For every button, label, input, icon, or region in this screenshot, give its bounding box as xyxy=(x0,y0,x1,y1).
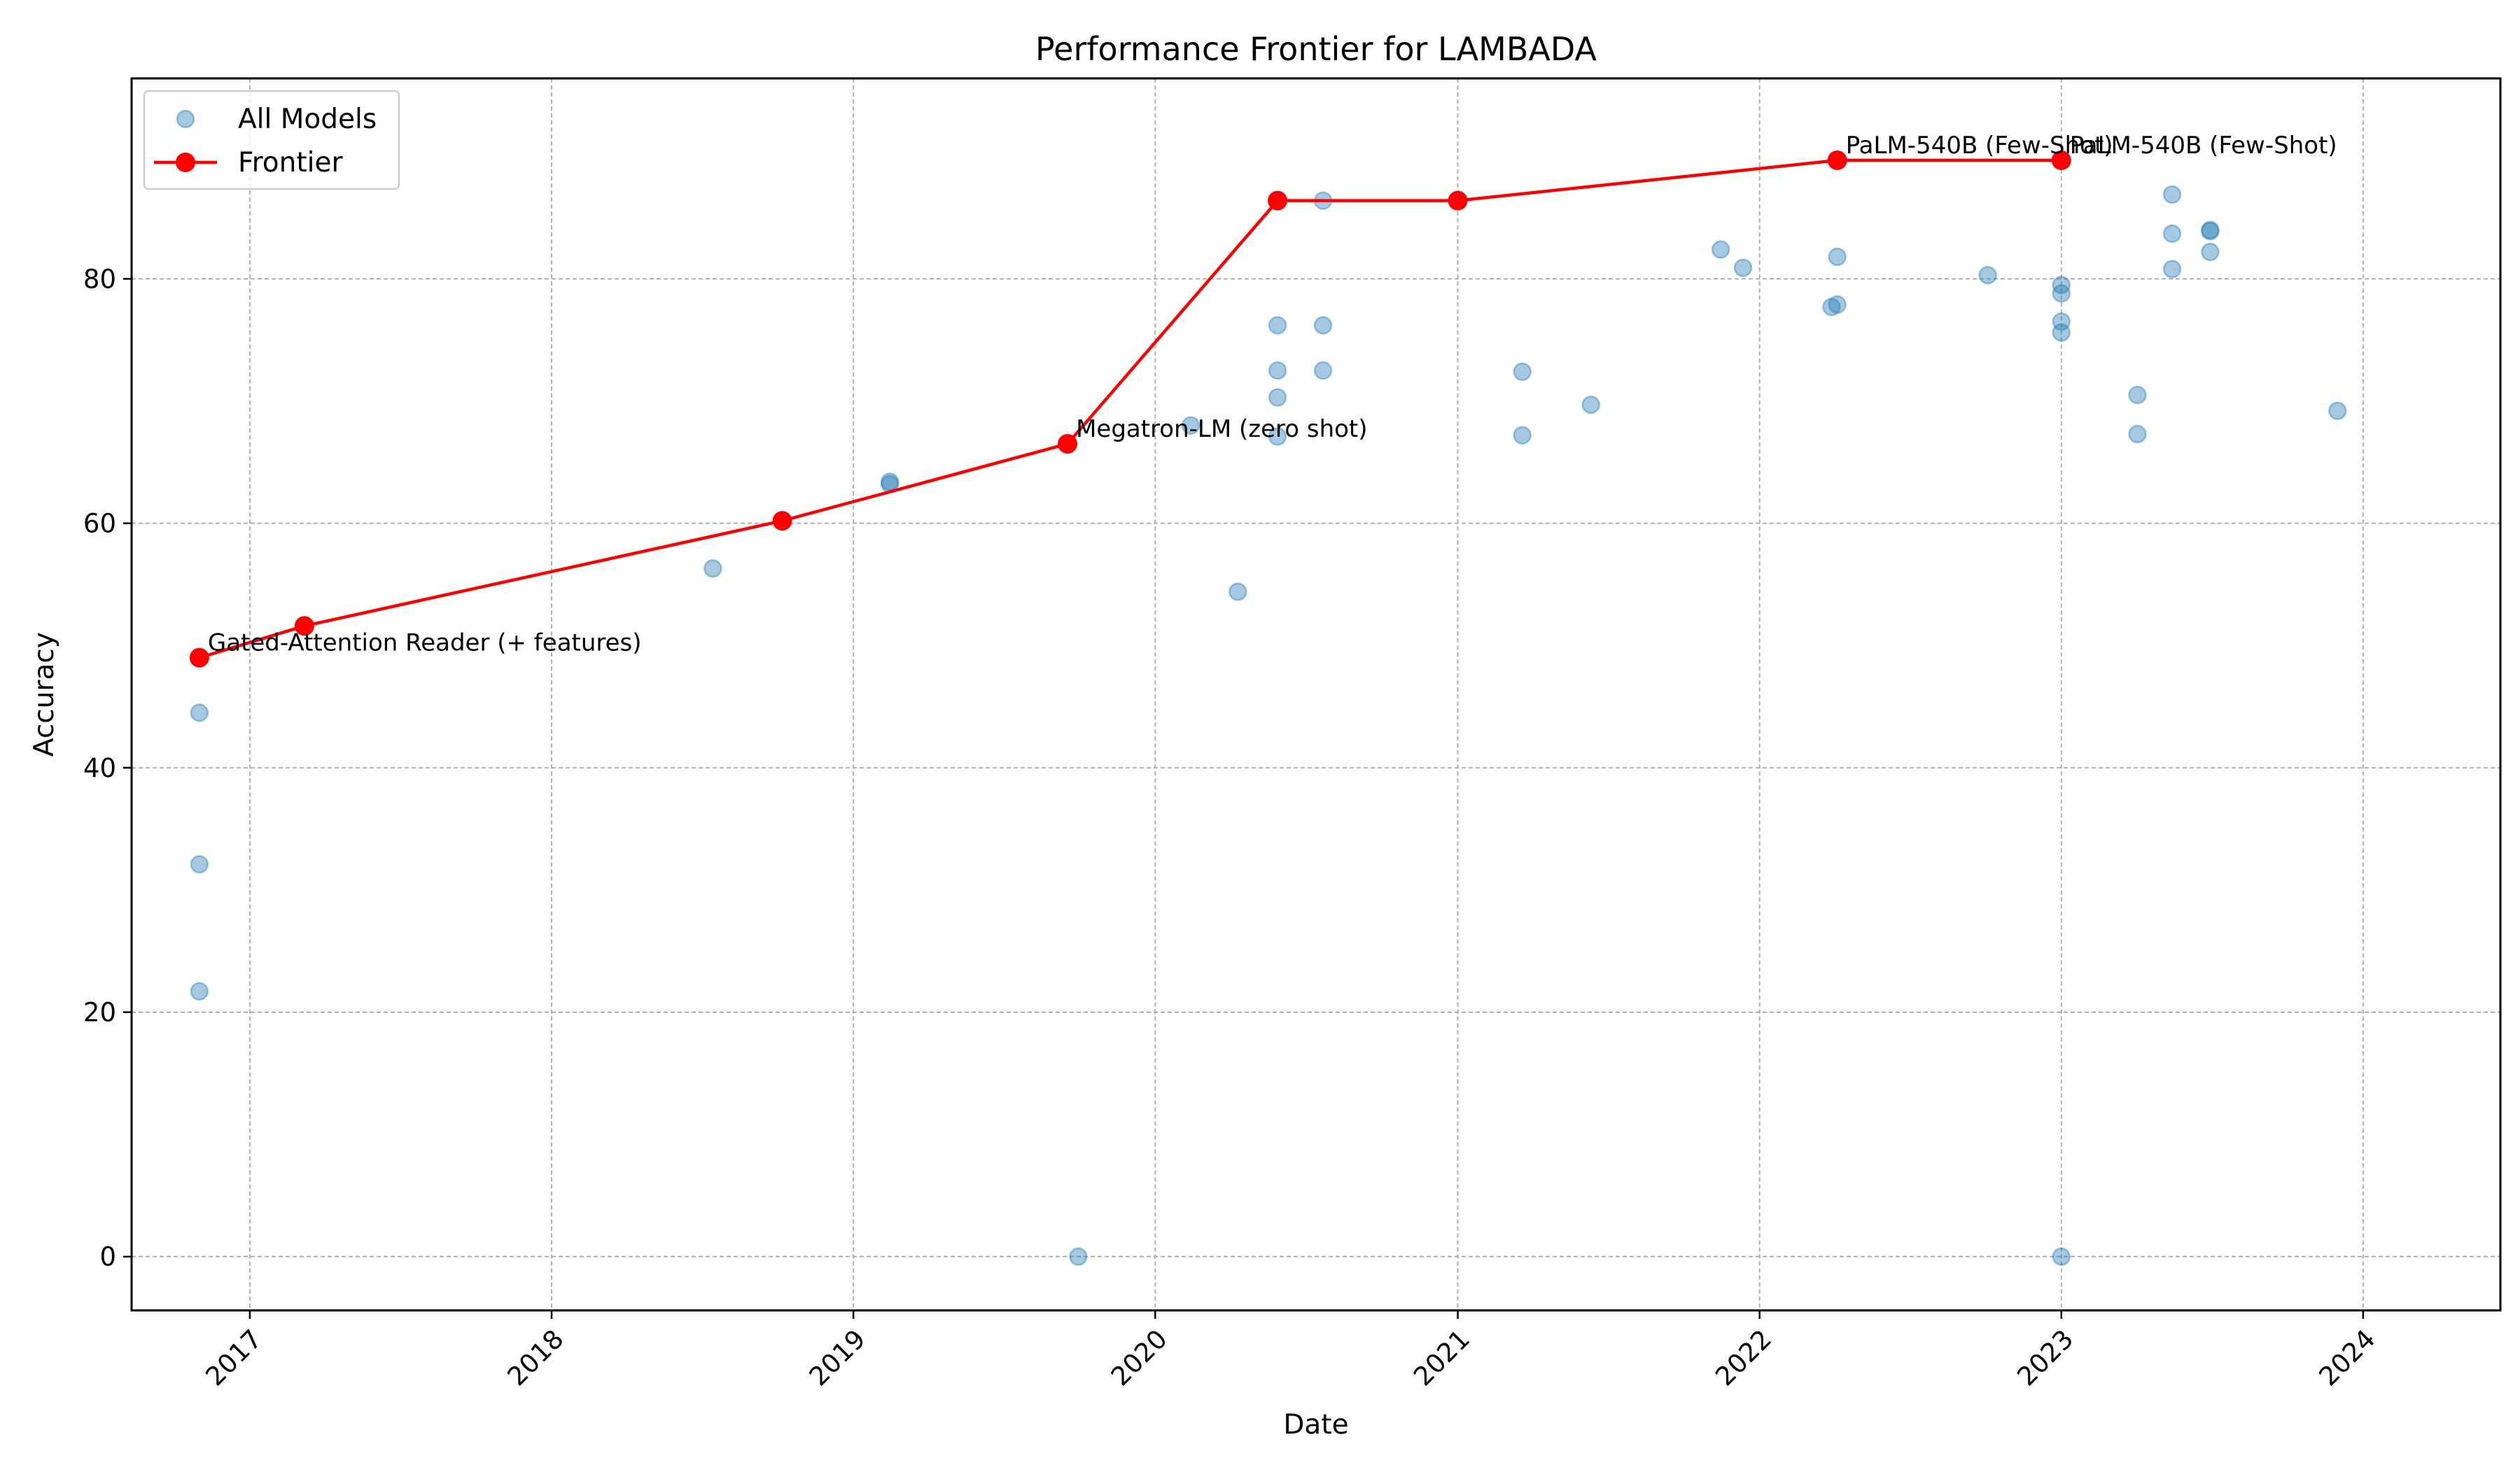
x-axis-label: Date xyxy=(1283,1409,1348,1441)
y-tick-label: 60 xyxy=(83,509,116,539)
frontier-point xyxy=(2051,150,2071,170)
legend-frontier-marker xyxy=(176,153,195,172)
all-models-point xyxy=(2201,220,2220,239)
all-models-point xyxy=(880,472,899,491)
frontier-point xyxy=(1827,150,1847,170)
y-tick-label: 0 xyxy=(99,1242,116,1272)
y-tick-label: 40 xyxy=(83,753,116,783)
all-models-point xyxy=(2328,401,2347,421)
all-models-point xyxy=(2162,260,2182,279)
frontier-point xyxy=(1058,434,1078,454)
all-models-point xyxy=(1069,1247,1088,1266)
chart-title: Performance Frontier for LAMBADA xyxy=(1035,30,1597,68)
all-models-point xyxy=(1822,298,1841,316)
legend-label-all-models: All Models xyxy=(238,104,377,135)
frontier-point xyxy=(772,511,792,531)
legend-scatter-marker xyxy=(176,109,195,129)
plot-frame xyxy=(130,77,2502,1312)
all-models-point xyxy=(2128,385,2147,405)
all-models-point xyxy=(1268,427,1287,446)
y-axis-label: Accuracy xyxy=(29,632,60,757)
all-models-point xyxy=(2201,242,2220,262)
all-models-point xyxy=(1828,295,1847,314)
frontier-point xyxy=(189,648,209,668)
frontier-line xyxy=(199,158,2062,659)
frontier-point xyxy=(1268,190,1288,211)
all-models-point xyxy=(1513,426,1532,445)
all-models-point xyxy=(1313,361,1333,380)
all-models-point xyxy=(1711,240,1730,259)
annotation-gated-attention-reader-features: Gated-Attention Reader (+ features) xyxy=(208,629,642,657)
all-models-point xyxy=(1978,265,1997,285)
all-models-point xyxy=(1268,316,1287,335)
all-models-point xyxy=(2052,1247,2071,1266)
all-models-point xyxy=(2128,424,2147,444)
all-models-point xyxy=(1228,582,1247,601)
all-models-point xyxy=(190,703,209,722)
legend-label-frontier: Frontier xyxy=(238,147,343,178)
frontier-point xyxy=(294,616,314,636)
all-models-point xyxy=(2201,222,2220,241)
scatter-series xyxy=(190,185,2347,1266)
all-models-point xyxy=(1828,247,1847,267)
all-models-point xyxy=(1268,388,1287,407)
all-models-point xyxy=(190,855,209,874)
annotation-megatron-lm-zero-shot: Megatron-LM (zero shot) xyxy=(1076,415,1367,443)
all-models-point xyxy=(1513,362,1532,382)
all-models-point xyxy=(2052,312,2071,331)
all-models-point xyxy=(704,559,722,578)
legend: All Models Frontier xyxy=(143,90,400,190)
all-models-point xyxy=(2162,185,2182,204)
all-models-point xyxy=(2052,284,2071,303)
annotation-palm-540b-few-shot: PaLM-540B (Few-Shot) xyxy=(2070,132,2337,160)
annotations: Gated-Attention Reader (+ features) Megat… xyxy=(208,132,2337,657)
grid xyxy=(132,78,2500,1310)
all-models-point xyxy=(1268,361,1287,380)
y-axis-ticks: 0 20 40 60 80 xyxy=(83,264,132,1272)
all-models-point xyxy=(1733,258,1753,277)
y-tick-label: 20 xyxy=(83,997,116,1028)
all-models-point xyxy=(2052,323,2071,342)
all-models-point xyxy=(190,982,209,1001)
frontier-point xyxy=(1448,190,1468,211)
all-models-point xyxy=(2052,275,2071,295)
legend-box xyxy=(143,90,400,190)
all-models-point xyxy=(2162,224,2182,243)
annotation-palm-540b-few-shot: PaLM-540B (Few-Shot) xyxy=(1846,132,2113,160)
all-models-point xyxy=(1581,395,1600,414)
all-models-point xyxy=(1181,416,1200,435)
all-models-point xyxy=(1313,316,1333,335)
y-tick-label: 80 xyxy=(83,264,116,294)
frontier-series xyxy=(189,150,2071,668)
